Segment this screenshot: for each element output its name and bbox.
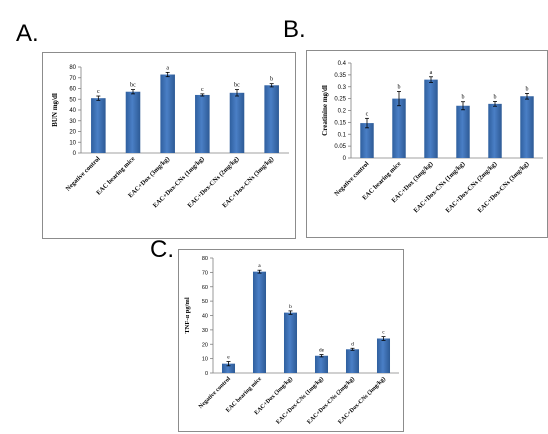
significance-letter: b [289,304,292,310]
bar [221,363,236,373]
bar [314,355,329,373]
y-tick-label: 60 [69,87,76,93]
significance-letter: c [201,87,204,93]
chart-svg: 0 10 20 30 40 50 60 70 80 BUN mg/dl c Negative cont… [51,65,289,209]
y-tick-label: 0 [205,371,208,377]
significance-letter: bc [130,83,136,89]
y-tick-label: 50 [69,97,76,103]
bar [91,98,106,153]
y-tick-label: 0.4 [338,61,347,67]
significance-letter: a [258,263,261,269]
significance-letter: c [366,111,369,117]
y-tick-label: 0.1 [338,132,347,138]
bar [125,91,141,153]
significance-letter: c [382,330,385,336]
y-tick-label: 70 [202,270,208,276]
y-tick-label: 10 [202,357,208,363]
significance-letter: b [494,94,497,100]
bar [229,92,245,153]
significance-letter: b [462,95,465,101]
y-tick-label: 80 [202,256,208,262]
significance-letter: b [526,86,529,92]
y-tick-label: 10 [69,140,76,146]
y-tick-label: 0.05 [334,144,346,150]
significance-letter: bc [234,83,240,89]
chart-creatinine: 0 0.05 0.1 0.15 0.2 0.25 0.3 0.35 0.4 Creatinine … [306,50,548,238]
y-tick-label: 0.3 [338,85,347,91]
y-axis-label: BUN mg/dl [51,93,59,127]
bar [392,98,406,158]
bar [283,312,298,373]
bar [252,271,267,373]
significance-letter: a [166,65,169,71]
y-tick-label: 0.25 [334,97,346,103]
y-tick-label: 20 [202,342,208,348]
bar [520,96,534,158]
panel-label-a: A. [16,20,39,47]
y-tick-label: 70 [69,76,76,82]
y-tick-label: 50 [202,299,208,305]
y-tick-label: 0.35 [334,73,346,79]
bar [160,74,175,153]
significance-letter: b [398,85,401,91]
significance-letter: a [430,70,433,76]
bar [360,123,374,158]
y-tick-label: 40 [69,108,76,114]
y-tick-label: 60 [202,285,208,291]
y-tick-label: 0.15 [334,120,346,126]
significance-letter: e [227,355,230,361]
y-tick-label: 80 [69,65,76,71]
x-category-label: Negative control [65,155,102,192]
bar [456,105,470,158]
y-tick-label: 0 [343,156,347,162]
bar [195,94,210,153]
y-tick-label: 0 [73,151,77,157]
significance-letter: d [351,341,354,347]
y-axis-label: Creatinine mg/dl [321,85,329,136]
significance-letter: c [97,89,100,95]
chart-bun: 0 10 20 30 40 50 60 70 80 BUN mg/dl c Negative cont… [42,52,296,239]
panel-label-b: B. [283,16,306,43]
significance-letter: de [319,348,325,354]
chart-svg: 0 0.05 0.1 0.15 0.2 0.25 0.3 0.35 0.4 Creatinine … [321,61,543,214]
bar [376,338,391,373]
chart-svg: 0 10 20 30 40 50 60 70 80 TNF-α pg/ml e Negative co… [184,256,399,426]
x-category-label: Negative control [198,376,232,410]
bar [488,103,502,158]
bar [345,349,360,373]
significance-letter: b [270,77,273,83]
y-axis-label: TNF-α pg/ml [184,297,191,334]
y-tick-label: 40 [202,314,208,320]
bar [264,85,279,153]
chart-tnf-alpha: 0 10 20 30 40 50 60 70 80 TNF-α pg/ml e Negative co… [178,249,404,432]
panel-label-c: C. [150,236,174,263]
bar [424,79,438,158]
y-tick-label: 0.2 [338,109,347,115]
y-tick-label: 30 [69,119,76,125]
y-tick-label: 30 [202,328,208,334]
y-tick-label: 20 [69,130,76,136]
